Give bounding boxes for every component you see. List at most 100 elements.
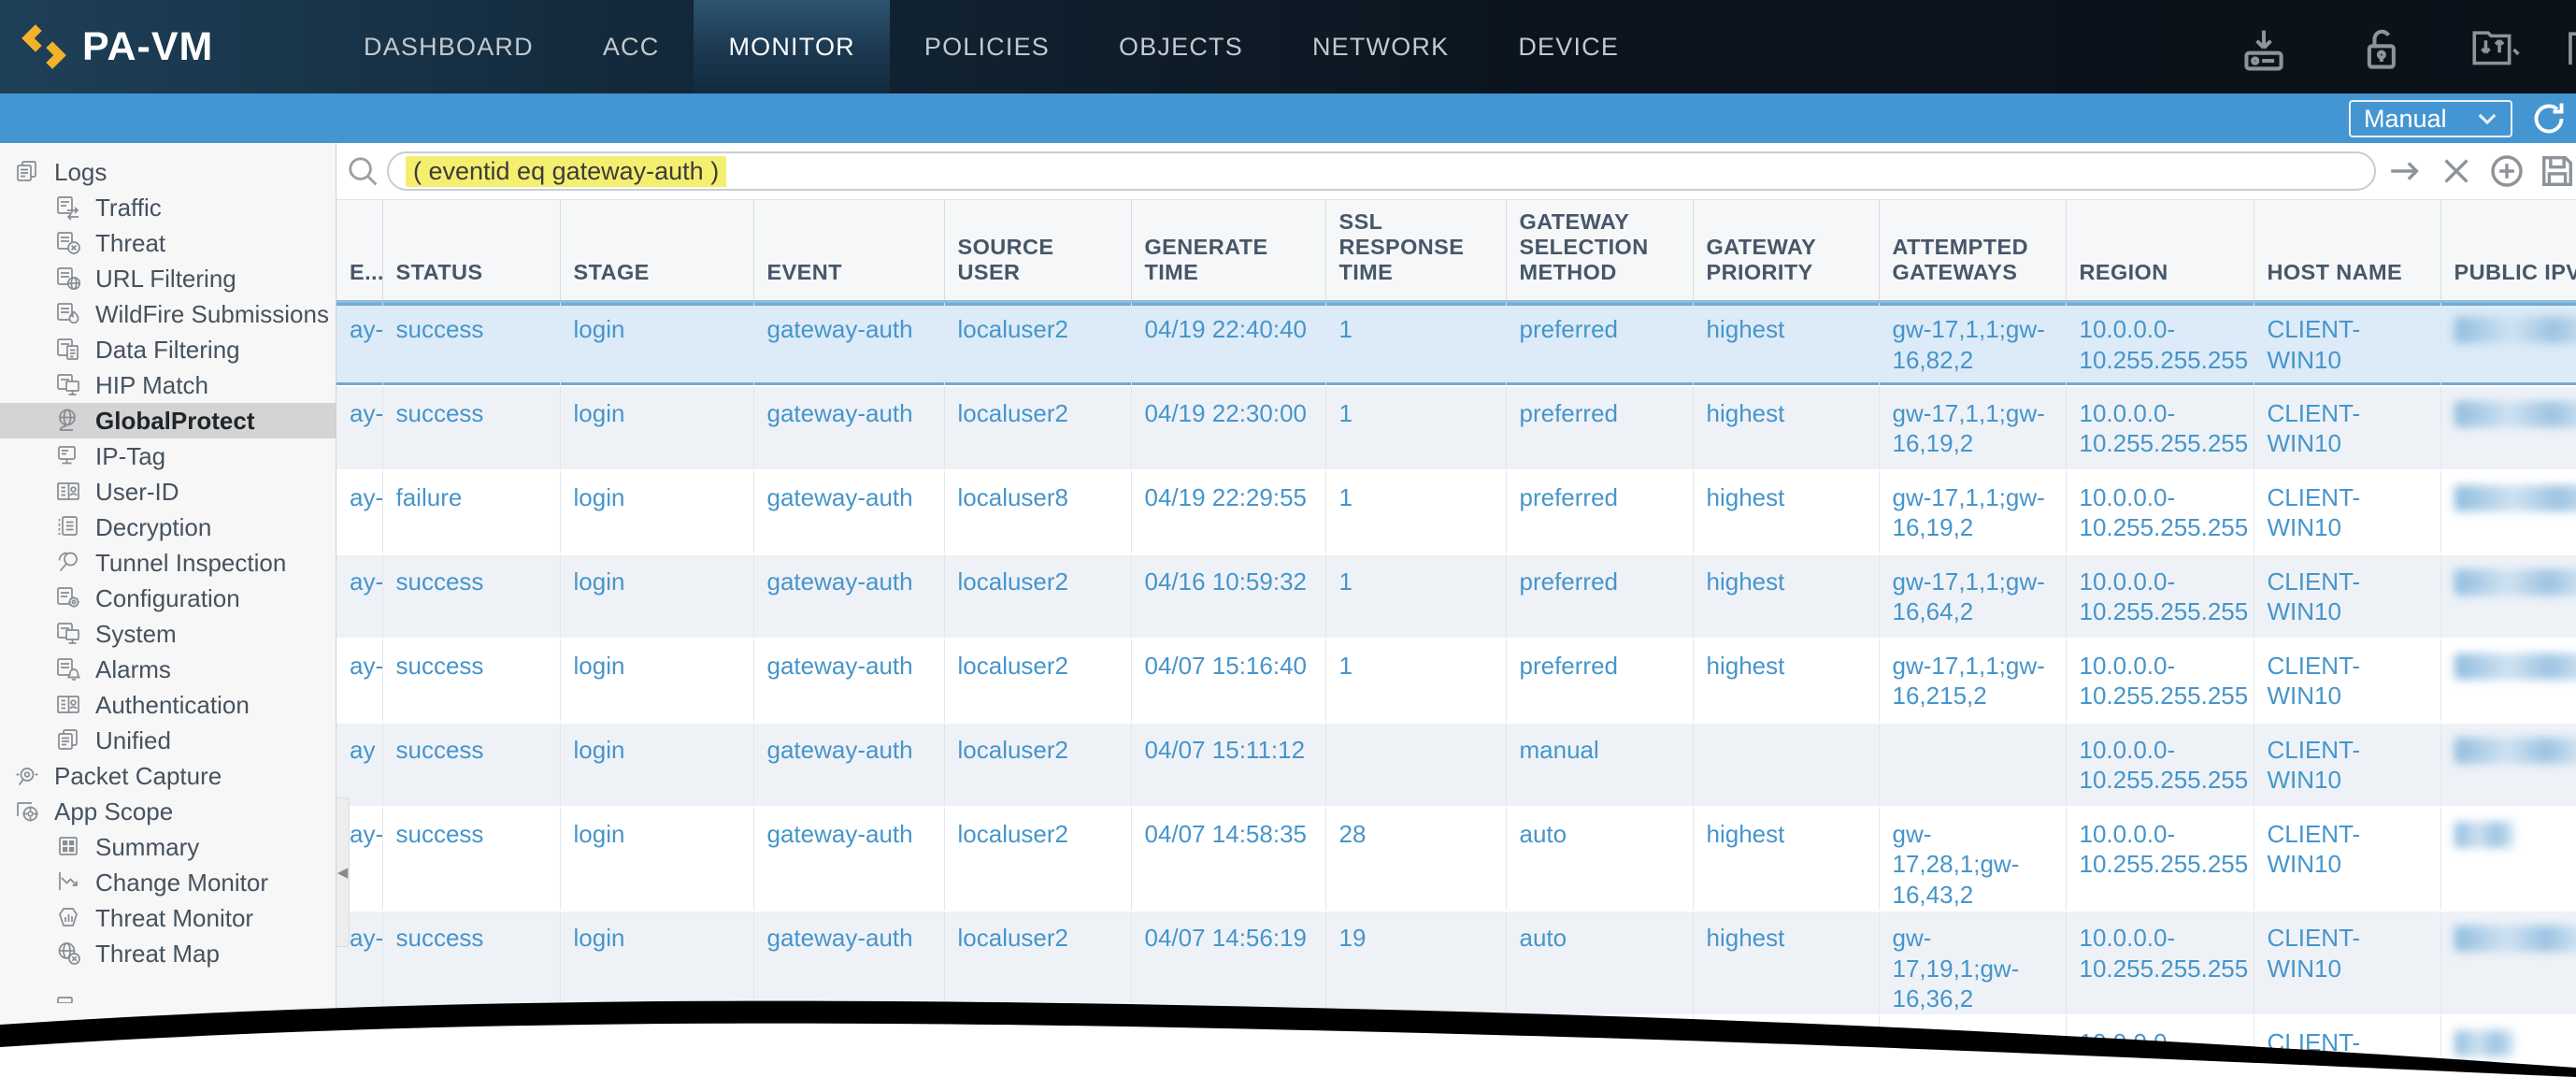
cell-event: gateway-auth — [753, 806, 945, 912]
cell-status: success — [382, 553, 561, 639]
refresh-mode-select[interactable]: Manual — [2349, 100, 2512, 137]
cell-sliver: ay- — [336, 385, 383, 471]
top-right-actions — [2240, 0, 2520, 93]
cell-region: 10.0.0.0-10.255.255.255 — [2066, 1014, 2254, 1077]
cell-stage: login — [560, 469, 754, 555]
sidebar-item-ip-tag[interactable]: IP-Tag — [0, 438, 336, 474]
column-header-gateway_selection_method[interactable]: GATEWAY SELECTION METHOD — [1506, 200, 1694, 303]
sidebar-item-label: System — [95, 619, 177, 648]
globalprotect-log-table: E... STATUS STAGE EVENT SOURCE USER GENERATE … — [336, 200, 2576, 1077]
log-row[interactable]: ay-success login gateway-auth localuser2 04/… — [336, 301, 2576, 387]
authentication-icon — [54, 691, 82, 719]
cell-status: success — [382, 638, 561, 724]
sidebar-item-wildfire-submissions[interactable]: WildFire Submissions — [0, 296, 336, 332]
cell-public_ipv4 — [2440, 553, 2576, 639]
tab-device[interactable]: DEVICE — [1518, 32, 1620, 61]
sidebar-item-threat-monitor[interactable]: Threat Monitor — [0, 900, 336, 936]
unlock-icon[interactable] — [2355, 25, 2404, 69]
log-row[interactable]: ay-success login gateway-auth localuser2 04/… — [336, 911, 2576, 1016]
cell-gateway_selection_method: preferred — [1506, 553, 1694, 639]
column-header-event[interactable]: EVENT — [753, 200, 945, 303]
sidebar-item-label: Configuration — [95, 583, 240, 612]
save-config-icon[interactable] — [2240, 25, 2288, 71]
sidebar-item-alarms[interactable]: Alarms — [0, 652, 336, 687]
cell-stage: login — [560, 1014, 754, 1077]
cell-host_name: CLIENT-WIN10 — [2254, 638, 2441, 724]
refresh-mode-value: Manual — [2364, 104, 2447, 133]
cell-source_user: localuser8 — [944, 469, 1132, 555]
sidebar-item-user-id[interactable]: User-ID — [0, 474, 336, 510]
column-header-region[interactable]: REGION — [2066, 200, 2254, 303]
cell-status: success — [382, 911, 561, 1016]
redacted-public-ipv4 — [2454, 568, 2576, 596]
cell-host_name: CLIENT-WIN10 — [2254, 301, 2441, 387]
column-header-status[interactable]: STATUS — [382, 200, 561, 303]
tab-objects[interactable]: OBJECTS — [1119, 32, 1243, 61]
cell-status: success — [382, 722, 561, 808]
sidebar-item-label: Summary — [95, 832, 200, 861]
sidebar-item-unified[interactable]: Unified — [0, 723, 336, 758]
sidebar-collapse-handle[interactable]: ◀ — [336, 797, 350, 947]
sidebar-item-summary[interactable]: Summary — [0, 829, 336, 865]
column-header-sliver[interactable]: E... — [336, 200, 383, 303]
column-header-ssl_response_time[interactable]: SSL RESPONSE TIME — [1325, 200, 1507, 303]
tab-monitor[interactable]: MONITOR — [694, 0, 890, 93]
sidebar-item-system[interactable]: System — [0, 616, 336, 652]
sidebar-item-tunnel-inspection[interactable]: Tunnel Inspection — [0, 545, 336, 581]
column-header-public_ipv4[interactable]: PUBLIC IPV4 — [2440, 200, 2576, 303]
refresh-icon[interactable] — [2529, 99, 2569, 138]
sidebar-item-url-filtering[interactable]: URL Filtering — [0, 261, 336, 296]
column-header-generate_time[interactable]: GENERATE TIME — [1131, 200, 1326, 303]
sidebar-item-hip-match[interactable]: HIP Match — [0, 367, 336, 403]
sidebar-item-decryption[interactable]: Decryption — [0, 510, 336, 545]
tab-acc[interactable]: ACC — [602, 32, 660, 61]
tab-dashboard[interactable]: DASHBOARD — [364, 32, 534, 61]
sidebar-item-label: Tunnel Inspection — [95, 548, 287, 577]
log-row[interactable]: ay-success login gateway-auth localuser2 04/… — [336, 553, 2576, 639]
cell-sliver: ay — [336, 722, 383, 808]
cell-source_user: localuser2 — [944, 638, 1132, 724]
sidebar-item-configuration[interactable]: Configuration — [0, 581, 336, 616]
sidebar-item-authentication[interactable]: Authentication — [0, 687, 336, 723]
commit-folder-icon[interactable] — [2471, 25, 2520, 68]
apply-filter-icon[interactable] — [2387, 152, 2425, 190]
log-row[interactable]: ay-success login gateway-auth localuser2 04/… — [336, 806, 2576, 912]
log-row[interactable]: ay-failure login gateway-auth localuser8 04/… — [336, 469, 2576, 555]
save-filter-icon[interactable] — [2539, 152, 2576, 190]
sidebar-item-partial[interactable] — [0, 971, 336, 1007]
sidebar-item-label: Data Filtering — [95, 335, 240, 364]
cell-ssl_response_time: 14 — [1325, 1014, 1507, 1077]
cell-region: 10.0.0.0-10.255.255.255 — [2066, 722, 2254, 808]
add-filter-icon[interactable] — [2488, 152, 2526, 190]
log-filter-input[interactable]: ( eventid eq gateway-auth ) — [387, 151, 2376, 191]
cell-public_ipv4 — [2440, 469, 2576, 555]
sidebar-item-logs[interactable]: Logs — [0, 154, 336, 190]
sidebar-item-globalprotect[interactable]: GlobalProtect — [0, 403, 336, 438]
sidebar-item-change-monitor[interactable]: Change Monitor — [0, 865, 336, 900]
log-row[interactable]: ay-success login gateway-auth localuser2 04/… — [336, 385, 2576, 471]
monitor-sidebar: Logs Traffic Threat URL Filtering WildFire S… — [0, 143, 336, 1077]
cell-attempted_gateways: gw-17,14,1;gw-16,82,2 — [1879, 1014, 2067, 1077]
log-row[interactable]: ay success login gateway-auth localuser2 04/0… — [336, 722, 2576, 808]
sidebar-item-threat-map[interactable]: Threat Map — [0, 936, 336, 971]
cell-host_name: CLIENT-WIN10 — [2254, 1014, 2441, 1077]
cell-ssl_response_time — [1325, 722, 1507, 808]
pa-vm-logo: PA-VM — [21, 23, 329, 70]
column-header-host_name[interactable]: HOST NAME — [2254, 200, 2441, 303]
sidebar-item-data-filtering[interactable]: Data Filtering — [0, 332, 336, 367]
tab-network[interactable]: NETWORK — [1311, 32, 1450, 61]
sidebar-item-label: Decryption — [95, 512, 212, 541]
column-header-stage[interactable]: STAGE — [560, 200, 754, 303]
tab-policies[interactable]: POLICIES — [923, 32, 1051, 61]
column-header-attempted_gateways[interactable]: ATTEMPTED GATEWAYS — [1879, 200, 2067, 303]
log-row[interactable]: ay-success login gateway-auth localuser2 04/… — [336, 1014, 2576, 1077]
column-header-source_user[interactable]: SOURCE USER — [944, 200, 1132, 303]
sidebar-item-app-scope[interactable]: App Scope — [0, 794, 336, 829]
cell-host_name: CLIENT-WIN10 — [2254, 722, 2441, 808]
clear-filter-icon[interactable] — [2438, 152, 2475, 190]
sidebar-item-threat[interactable]: Threat — [0, 225, 336, 261]
sidebar-item-traffic[interactable]: Traffic — [0, 190, 336, 225]
sidebar-item-packet-capture[interactable]: Packet Capture — [0, 758, 336, 794]
log-row[interactable]: ay-success login gateway-auth localuser2 04/… — [336, 638, 2576, 724]
column-header-gateway_priority[interactable]: GATEWAY PRIORITY — [1693, 200, 1880, 303]
